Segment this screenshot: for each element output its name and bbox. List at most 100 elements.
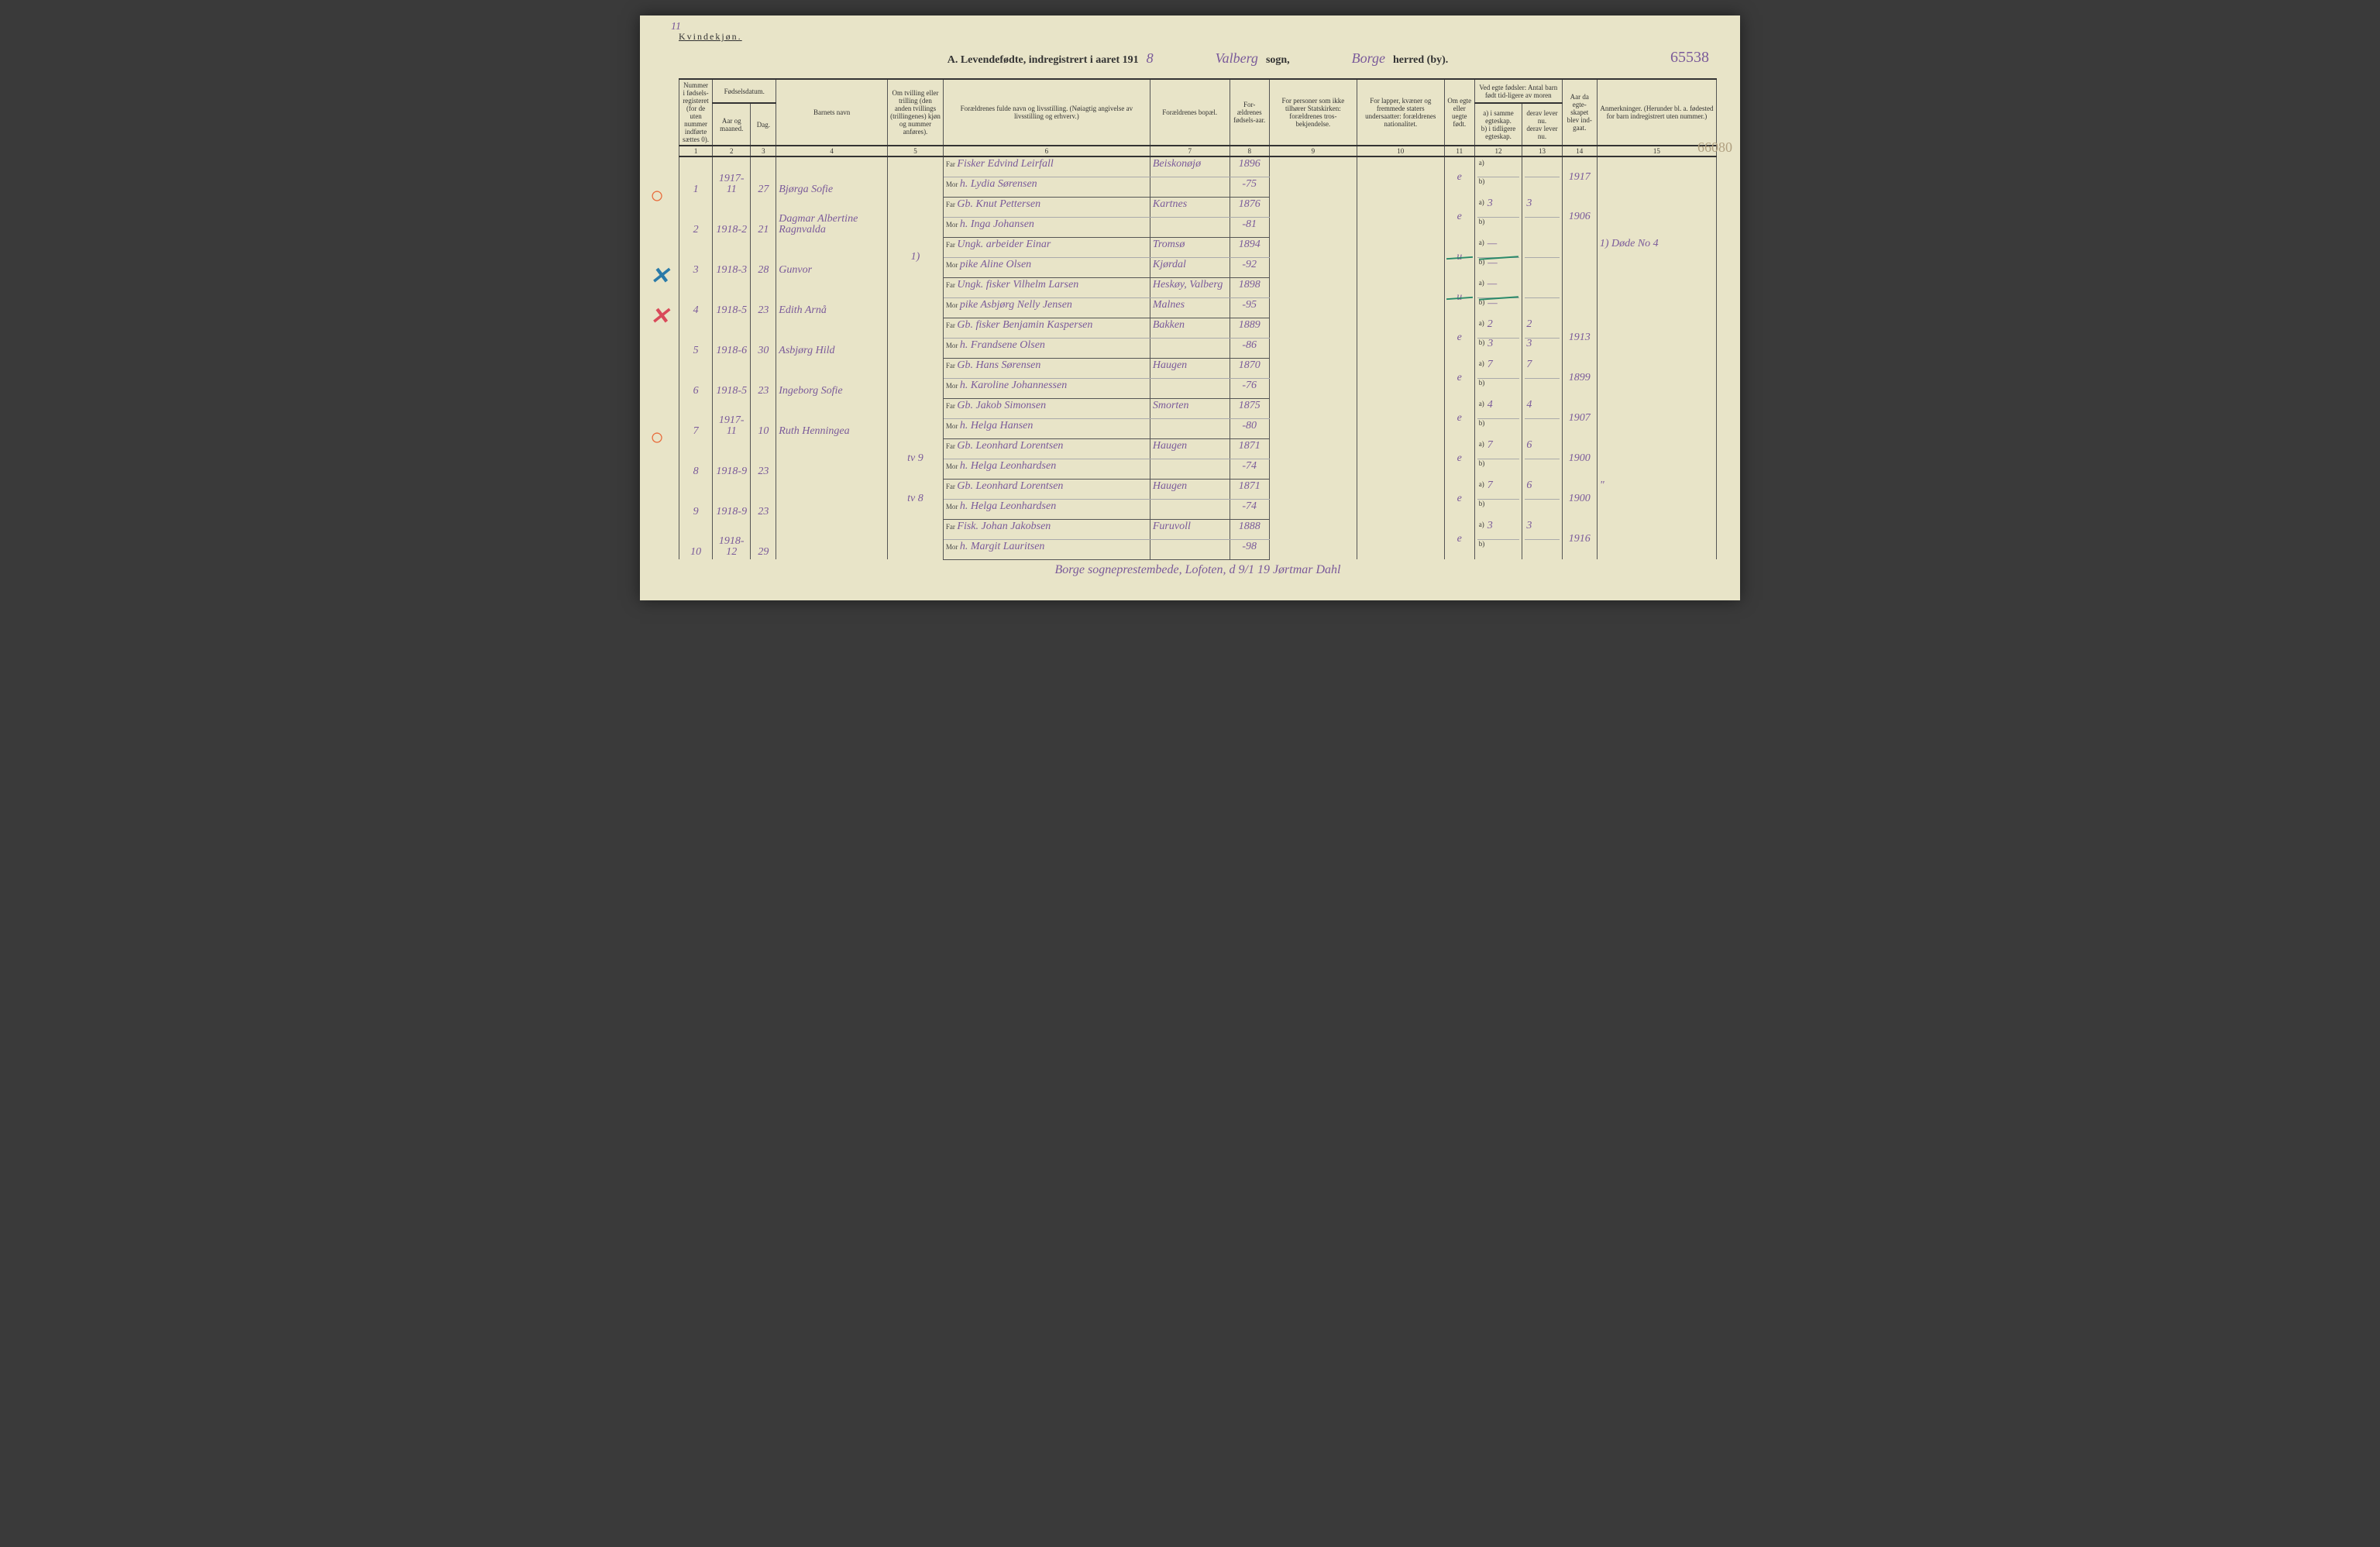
far-label: Far	[946, 402, 955, 410]
cell: e	[1444, 197, 1474, 237]
header-c5: Om tvilling eller trilling (den anden tv…	[888, 79, 944, 146]
cell: 23	[751, 479, 776, 519]
cell: a)2b)3	[1474, 318, 1522, 358]
margin-mark-icon: ✕	[650, 265, 669, 288]
cell: -86	[1230, 338, 1269, 358]
mother-name: h. Lydia Sørensen	[960, 178, 1037, 190]
margin-mark-icon: ○	[650, 184, 664, 208]
cell	[1562, 237, 1597, 277]
cell	[1269, 277, 1357, 318]
header-c7: Forældrenes bopæl.	[1150, 79, 1230, 146]
cell: a)7b)	[1474, 479, 1522, 519]
cell	[1150, 177, 1230, 197]
cell	[1269, 318, 1357, 358]
cell: 1870	[1230, 358, 1269, 378]
cell: Malnes	[1150, 297, 1230, 318]
cell: 27	[751, 156, 776, 197]
cell	[1269, 398, 1357, 438]
cell: 1918-5	[713, 277, 751, 318]
cell: 1918-9	[713, 479, 751, 519]
cell: 1916	[1562, 519, 1597, 559]
cell	[888, 277, 944, 318]
cell: Mor h. Helga Leonhardsen	[943, 499, 1150, 519]
table-row: 4✕1918-523Edith ArnåFar Ungk. fisker Vil…	[679, 277, 1717, 297]
cell: Far Ungk. arbeider Einar	[943, 237, 1150, 257]
cell: Mor h. Helga Leonhardsen	[943, 459, 1150, 479]
cell: Mor h. Helga Hansen	[943, 418, 1150, 438]
far-label: Far	[946, 523, 955, 531]
header-c1: Nummer i fødsels-registeret (for de uten…	[679, 79, 713, 146]
page-number-top-left: 11	[671, 22, 681, 33]
mother-name: h. Helga Leonhardsen	[960, 460, 1056, 472]
cell: 23	[1522, 318, 1562, 358]
cell: u	[1444, 237, 1474, 277]
table-header: Nummer i fødsels-registeret (for de uten…	[679, 79, 1717, 156]
header-c2-top: Fødselsdatum.	[713, 79, 776, 103]
sogn-label: sogn,	[1266, 54, 1290, 67]
colnum: 2	[713, 146, 751, 156]
cell: Furuvoll	[1150, 519, 1230, 539]
table-body: 1○1917-1127Bjørga SofieFar Fisker Edvind…	[679, 156, 1717, 559]
cell: 1917-11	[713, 156, 751, 197]
cell	[1597, 438, 1716, 479]
cell	[1357, 156, 1444, 197]
cell: 10	[679, 519, 713, 559]
cell	[888, 358, 944, 398]
table-row: 101918-1229Far Fisk. Johan JakobsenFuruv…	[679, 519, 1717, 539]
cell: 8	[679, 438, 713, 479]
far-label: Far	[946, 321, 955, 329]
cell: a)—b)—	[1474, 277, 1522, 318]
cell: 3	[1522, 197, 1562, 237]
mother-name: pike Aline Olsen	[960, 259, 1031, 270]
cell: a)7b)	[1474, 438, 1522, 479]
cell	[1597, 519, 1716, 559]
far-label: Far	[946, 483, 955, 490]
cell: 1906	[1562, 197, 1597, 237]
cell: 21	[751, 197, 776, 237]
cell	[1357, 197, 1444, 237]
colnum: 12	[1474, 146, 1522, 156]
cell	[1269, 479, 1357, 519]
cell: 1917	[1562, 156, 1597, 197]
cell: Kjørdal	[1150, 257, 1230, 277]
mor-label: Mor	[946, 503, 958, 511]
cell: 7○	[679, 398, 713, 438]
cell: Tromsø	[1150, 237, 1230, 257]
father-name: Ungk. fisker Vilhelm Larsen	[957, 279, 1078, 290]
cell	[1357, 318, 1444, 358]
cell: Far Fisker Edvind Leirfall	[943, 156, 1150, 177]
cell: a)3b)	[1474, 519, 1522, 559]
cell: 1899	[1562, 358, 1597, 398]
cell: Smorten	[1150, 398, 1230, 418]
cell: 1871	[1230, 438, 1269, 459]
cell: 4	[1522, 398, 1562, 438]
cell	[1597, 318, 1716, 358]
table-row: 3✕1918-328Gunvor1)Far Ungk. arbeider Ein…	[679, 237, 1717, 257]
cell	[1150, 499, 1230, 519]
mother-name: pike Asbjørg Nelly Jensen	[960, 299, 1072, 311]
cell: e	[1444, 479, 1474, 519]
cell: -74	[1230, 459, 1269, 479]
cell	[1150, 418, 1230, 438]
cell: u	[1444, 277, 1474, 318]
cell: Far Gb. Jakob Simonsen	[943, 398, 1150, 418]
cell: Far Fisk. Johan Jakobsen	[943, 519, 1150, 539]
cell: Mor h. Karoline Johannessen	[943, 378, 1150, 398]
mor-label: Mor	[946, 301, 958, 309]
cell: 1○	[679, 156, 713, 197]
page-ref-top-right: 65538	[1670, 49, 1709, 67]
cell: a)—b)—	[1474, 237, 1522, 277]
cell: Far Gb. Hans Sørensen	[943, 358, 1150, 378]
cell: Kartnes	[1150, 197, 1230, 217]
header-c10: For lapper, kvæner og fremmede staters u…	[1357, 79, 1444, 146]
cell: Bakken	[1150, 318, 1230, 338]
ledger-page: 11 Kvindekjøn. A. Levendefødte, indregis…	[640, 15, 1740, 600]
colnum: 1	[679, 146, 713, 156]
column-numbers-row: 1 2 3 4 5 6 7 8 9 10 11 12 13 14 15	[679, 146, 1717, 156]
cell	[1269, 358, 1357, 398]
colnum: 4	[776, 146, 888, 156]
colnum: 10	[1357, 146, 1444, 156]
cell: -92	[1230, 257, 1269, 277]
far-label: Far	[946, 201, 955, 208]
cell: Mor h. Inga Johansen	[943, 217, 1150, 237]
